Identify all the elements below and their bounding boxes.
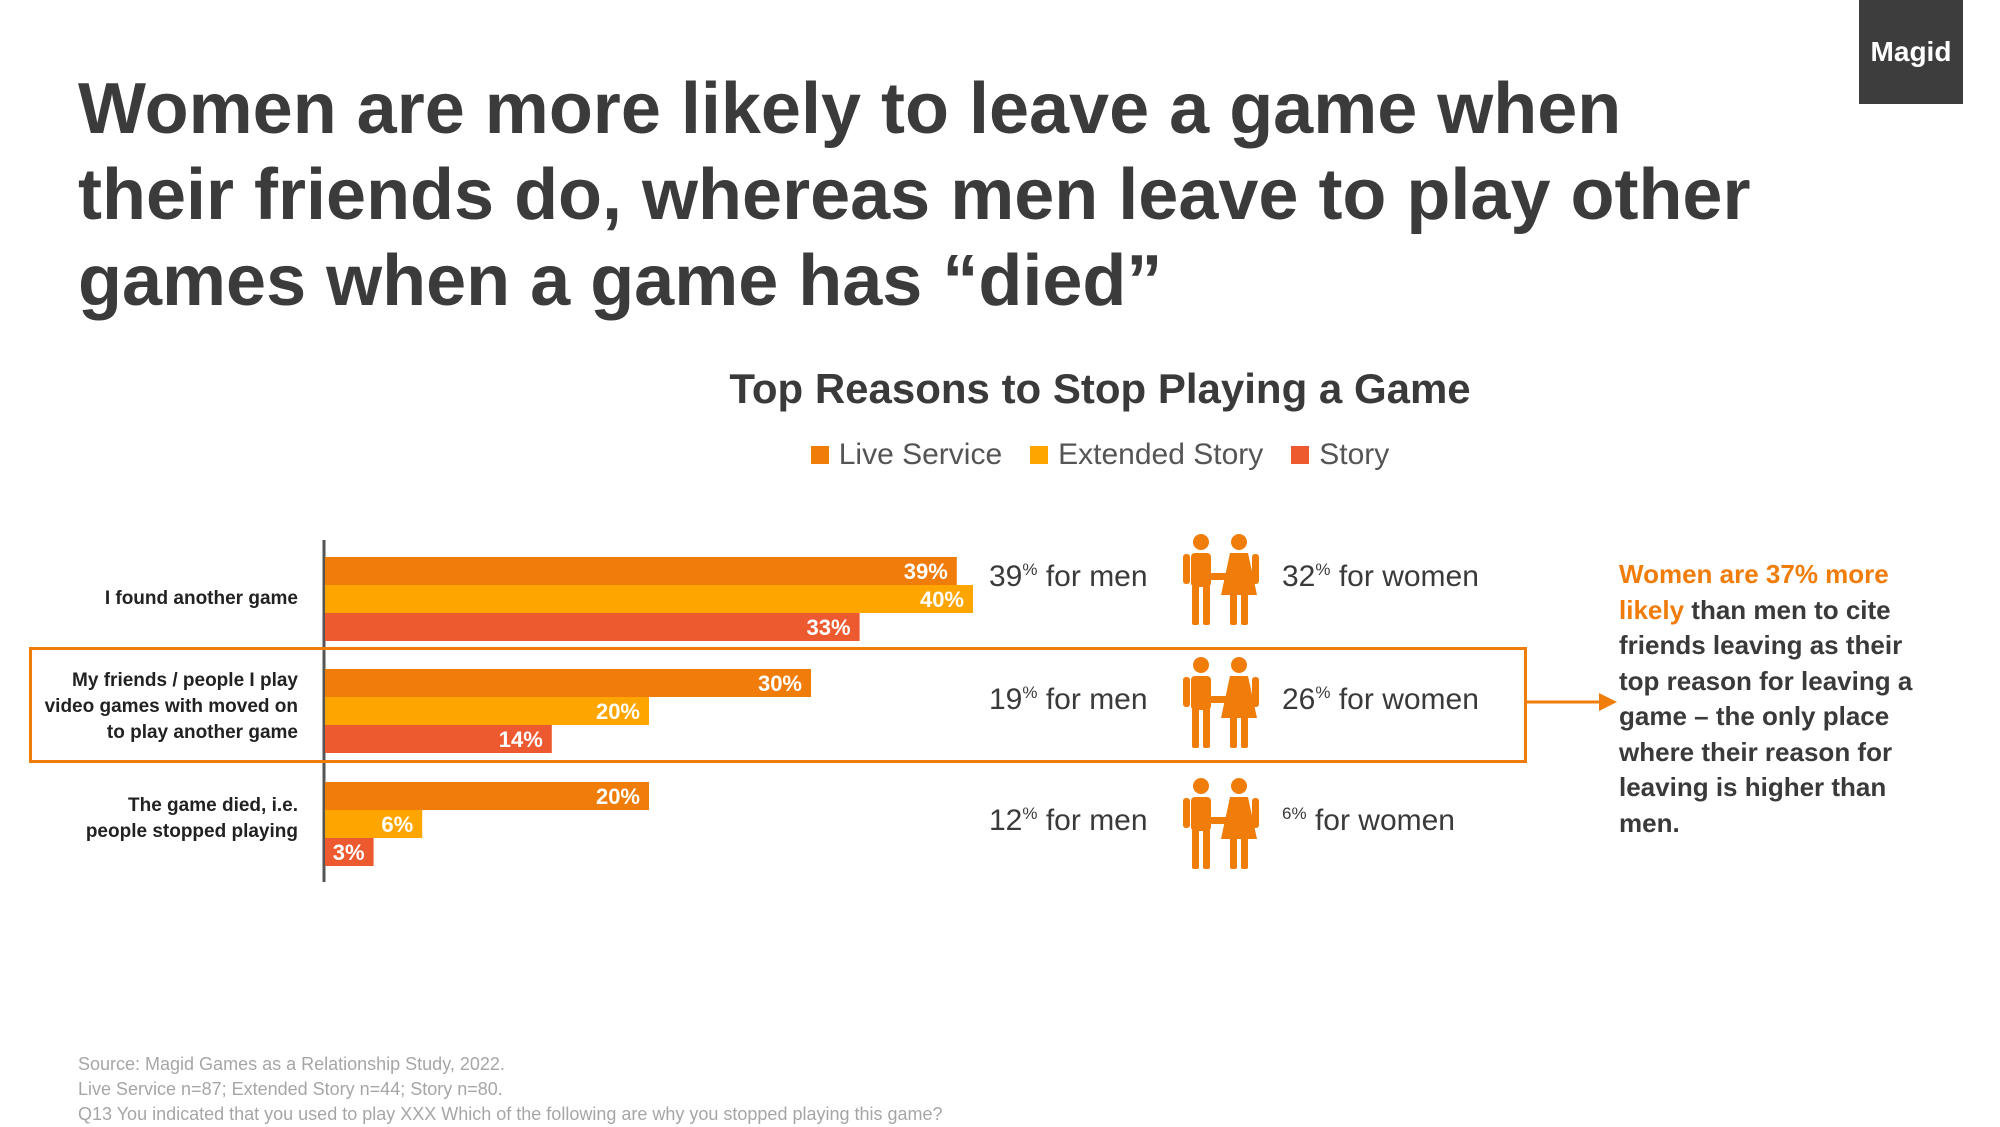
callout-accent: Women are 37% more likely: [1619, 559, 1889, 625]
men-text-3: for men: [1045, 804, 1148, 837]
legend-swatch-extended-story: [1030, 446, 1049, 464]
category-label-3-line-1: The game died, i.e.: [128, 795, 298, 816]
category-label-2-line-2: video games with moved on: [44, 696, 298, 717]
legend-label-story: Story: [1319, 438, 1390, 471]
bar-story-2: [325, 725, 552, 753]
magid-logo: Magid: [1859, 0, 1963, 104]
arrow-right-icon: [1527, 693, 1617, 711]
men-text-2: for men: [1045, 683, 1148, 716]
men-pct-3: 12: [989, 804, 1023, 837]
data-label-live-service-3: 20%: [596, 784, 640, 809]
women-text-2: for women: [1338, 683, 1479, 716]
bar-live-service-2: [325, 669, 811, 697]
source-notes: Source: Magid Games as a Relationship St…: [78, 1052, 943, 1127]
pct-sign: %: [1022, 804, 1038, 823]
bar-extended-story-3: [325, 810, 423, 838]
chart-title: Top Reasons to Stop Playing a Game: [729, 365, 1471, 412]
pct-sign: %: [1291, 804, 1307, 823]
data-label-story-2: 14%: [499, 727, 543, 752]
bar-extended-story-2: [325, 697, 649, 725]
legend-label-live-service: Live Service: [838, 438, 1003, 471]
bar-extended-story-1: [325, 585, 973, 613]
data-label-story-1: 33%: [807, 615, 851, 640]
legend-item-story: Story: [1291, 438, 1389, 472]
category-label-1-line-1: I found another game: [104, 588, 298, 609]
pct-sign: %: [1315, 560, 1331, 579]
source-line-1: Source: Magid Games as a Relationship St…: [78, 1054, 505, 1074]
category-label-2-line-3: to play another game: [106, 722, 298, 743]
data-label-extended-story-1: 40%: [920, 587, 964, 612]
bar-story-1: [325, 613, 860, 641]
data-label-extended-story-3: 6%: [381, 812, 413, 837]
women-stat-3: 6% for women: [1282, 804, 1455, 838]
women-pct-3: 6: [1282, 804, 1292, 823]
legend-item-extended-story: Extended Story: [1030, 438, 1263, 472]
category-label-3-line-2: people stopped playing: [85, 821, 298, 842]
legend-swatch-story: [1291, 446, 1310, 464]
data-label-extended-story-2: 20%: [596, 699, 640, 724]
women-pct-1: 32: [1282, 560, 1316, 593]
data-label-story-3: 3%: [333, 840, 365, 865]
women-stat-1: 32% for women: [1282, 560, 1479, 594]
source-line-2: Live Service n=87; Extended Story n=44; …: [78, 1079, 503, 1099]
category-label-2-line-1: My friends / people I play: [72, 670, 298, 691]
women-pct-2: 26: [1282, 683, 1316, 716]
category-label-2: My friends / people I play video games w…: [30, 668, 298, 746]
data-label-live-service-2: 30%: [758, 671, 802, 696]
couple-icon: [1183, 778, 1259, 869]
legend-label-extended-story: Extended Story: [1058, 438, 1264, 471]
bar-live-service-1: [325, 557, 957, 585]
men-stat-2: 19% for men: [989, 683, 1148, 717]
highlight-box: [29, 647, 1527, 763]
legend-item-live-service: Live Service: [810, 438, 1003, 472]
source-line-3: Q13 You indicated that you used to play …: [78, 1104, 943, 1124]
men-pct-1: 39: [989, 560, 1023, 593]
men-stat-3: 12% for men: [989, 804, 1148, 838]
callout-text: Women are 37% more likely than men to ci…: [1619, 557, 1919, 841]
bar-live-service-3: [325, 782, 649, 810]
women-text-3: for women: [1314, 804, 1455, 837]
women-stat-2: 26% for women: [1282, 683, 1479, 717]
men-text-1: for men: [1045, 560, 1148, 593]
pct-sign: %: [1022, 683, 1038, 702]
men-stat-1: 39% for men: [989, 560, 1148, 594]
pct-sign: %: [1315, 683, 1331, 702]
category-label-3: The game died, i.e. people stopped playi…: [30, 793, 298, 845]
men-pct-2: 19: [989, 683, 1023, 716]
chart-legend: Live Service Extended Story Story: [600, 438, 1600, 472]
data-label-live-service-1: 39%: [904, 559, 948, 584]
couple-icon: [1183, 534, 1259, 625]
callout-rest: than men to cite friends leaving as thei…: [1619, 594, 1913, 838]
bar-story-3: [325, 838, 374, 866]
headline: Women are more likely to leave a game wh…: [78, 69, 1751, 321]
women-text-1: for women: [1338, 560, 1479, 593]
pct-sign: %: [1022, 560, 1038, 579]
legend-swatch-live-service: [810, 446, 829, 464]
couple-icon: [1183, 657, 1259, 748]
category-label-1: I found another game: [30, 586, 298, 612]
